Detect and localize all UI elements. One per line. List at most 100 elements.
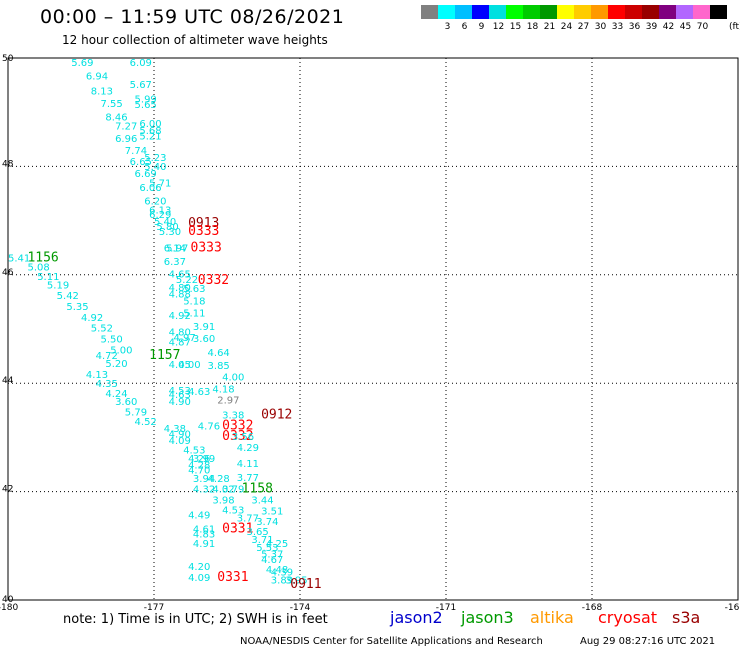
wave-height-label: 3.74 xyxy=(256,517,278,528)
legend-jason3: jason3 xyxy=(461,608,514,627)
legend-s3a: s3a xyxy=(672,608,701,627)
wave-height-label: 4.52 xyxy=(135,417,157,428)
wave-height-label: 4.92 xyxy=(169,311,191,322)
wave-height-label: 3.77 xyxy=(237,513,259,524)
scale-swatch xyxy=(693,5,710,19)
wave-height-label: 4.53 xyxy=(169,386,191,397)
scale-label: 45 xyxy=(679,22,692,32)
pass-time-label: 0332 xyxy=(222,418,253,433)
scale-label: 39 xyxy=(645,22,658,32)
lon-tick-label: -171 xyxy=(436,603,456,613)
wave-height-label: 3.89 xyxy=(271,576,293,587)
legend-jason2: jason2 xyxy=(390,608,443,627)
scale-swatch xyxy=(455,5,472,19)
pass-time-label: 0911 xyxy=(290,577,321,592)
pass-time-label: 0332 xyxy=(198,273,229,288)
wave-height-label: 4.02 xyxy=(212,485,234,496)
lat-tick-label: 48 xyxy=(2,159,14,169)
pass-time-label: 0333 xyxy=(191,240,222,255)
wave-height-label: 4.32 xyxy=(193,485,215,496)
scale-label: 33 xyxy=(611,22,624,32)
map-title: 00:00 – 11:59 UTC 08/26/2021 xyxy=(40,6,345,28)
wave-height-label: 4.00 xyxy=(222,372,244,383)
pass-time-label: 1158 xyxy=(242,482,273,497)
scale-label: 27 xyxy=(577,22,590,32)
wave-height-label: 5.71 xyxy=(149,178,171,189)
wave-height-label: 2.97 xyxy=(217,395,239,406)
scale-unit: (ft) xyxy=(729,22,740,32)
wave-height-label: 4.76 xyxy=(198,421,220,432)
wave-height-label: 4.61 xyxy=(193,524,215,535)
wave-height-label: 5.11 xyxy=(37,272,59,283)
wave-height-label: 6.00 xyxy=(139,119,161,130)
wave-height-label: 4.13 xyxy=(86,370,108,381)
wave-height-label: 3.99 xyxy=(193,454,215,465)
wave-height-label: 5.11 xyxy=(183,309,205,320)
wave-height-label: 6.13 xyxy=(149,206,171,217)
lat-tick-label: 42 xyxy=(2,485,13,495)
wave-height-label: 4.25 xyxy=(266,539,288,550)
scale-swatch xyxy=(438,5,455,19)
lon-tick-label: -168 xyxy=(582,603,603,613)
wave-height-label: 3.51 xyxy=(261,506,283,517)
wave-height-label: 5.80 xyxy=(156,222,178,233)
pass-time-label: 0912 xyxy=(261,407,292,422)
wave-height-label: 5.40 xyxy=(144,162,166,173)
wave-height-label: 6.37 xyxy=(164,257,186,268)
lat-tick-label: 46 xyxy=(2,268,14,278)
scale-swatch xyxy=(574,5,591,19)
wave-height-label: 5.20 xyxy=(105,359,127,370)
pass-time-label: 0913 xyxy=(188,216,219,231)
scale-swatch xyxy=(472,5,489,19)
wave-height-label: 3.56 xyxy=(232,432,254,443)
scale-swatch xyxy=(659,5,676,19)
scale-label: 15 xyxy=(509,22,522,32)
wave-height-label: 5.79 xyxy=(125,408,147,419)
map-subtitle: 12 hour collection of altimeter wave hei… xyxy=(62,33,328,47)
wave-height-label: 5.18 xyxy=(183,297,205,308)
credit-line: NOAA/NESDIS Center for Satellite Applica… xyxy=(240,636,543,647)
scale-swatch xyxy=(523,5,540,19)
map-frame xyxy=(7,57,739,601)
lon-tick-label: -16 xyxy=(725,603,740,613)
wave-height-label: 4.64 xyxy=(208,348,230,359)
wave-height-label: 5.99 xyxy=(135,94,157,105)
wave-height-label: 3.77 xyxy=(237,473,259,484)
wave-height-label: 4.63 xyxy=(169,390,191,401)
wave-height-label: 4.24 xyxy=(105,389,127,400)
wave-height-label: 4.90 xyxy=(169,397,191,408)
wave-height-label: 3.95 xyxy=(285,576,307,587)
wave-height-label: 4.20 xyxy=(188,562,210,573)
wave-height-label: 4.35 xyxy=(96,379,118,390)
lat-tick-label: 44 xyxy=(2,376,14,386)
wave-height-label: 5.50 xyxy=(100,335,122,346)
pass-time-label: 0331 xyxy=(217,570,248,585)
wave-height-label: 4.67 xyxy=(261,555,283,566)
wave-height-label: 4.88 xyxy=(169,290,191,301)
wave-height-label: 6.06 xyxy=(139,183,161,194)
scale-label: 12 xyxy=(492,22,505,32)
wave-height-label: 5.19 xyxy=(47,280,69,291)
wave-height-label: 4.26 xyxy=(188,454,210,465)
scale-swatch xyxy=(642,5,659,19)
wave-height-label: 3.94 xyxy=(193,474,215,485)
wave-height-label: 5.68 xyxy=(139,126,161,137)
wave-height-label: 4.38 xyxy=(164,424,186,435)
lon-tick-label: -174 xyxy=(290,603,311,613)
scale-label: 36 xyxy=(628,22,641,32)
wave-height-label: 5.63 xyxy=(183,284,205,295)
wave-height-label: 4.72 xyxy=(96,351,118,362)
wave-height-label: 5.30 xyxy=(159,227,181,238)
wave-height-label: 6.94 xyxy=(86,72,108,83)
scale-swatch xyxy=(540,5,557,19)
wave-height-label: 7.55 xyxy=(100,99,122,110)
wave-height-label: 4.49 xyxy=(188,511,210,522)
scale-label: 21 xyxy=(543,22,556,32)
wave-height-label: 5.97 xyxy=(166,243,188,254)
scale-swatch xyxy=(506,5,523,19)
scale-label: 42 xyxy=(662,22,675,32)
wave-height-label: 4.70 xyxy=(188,466,210,477)
pass-time-label: 0333 xyxy=(188,224,219,239)
wave-height-label: 4.39 xyxy=(271,568,293,579)
wave-height-label: 8.46 xyxy=(105,112,127,123)
